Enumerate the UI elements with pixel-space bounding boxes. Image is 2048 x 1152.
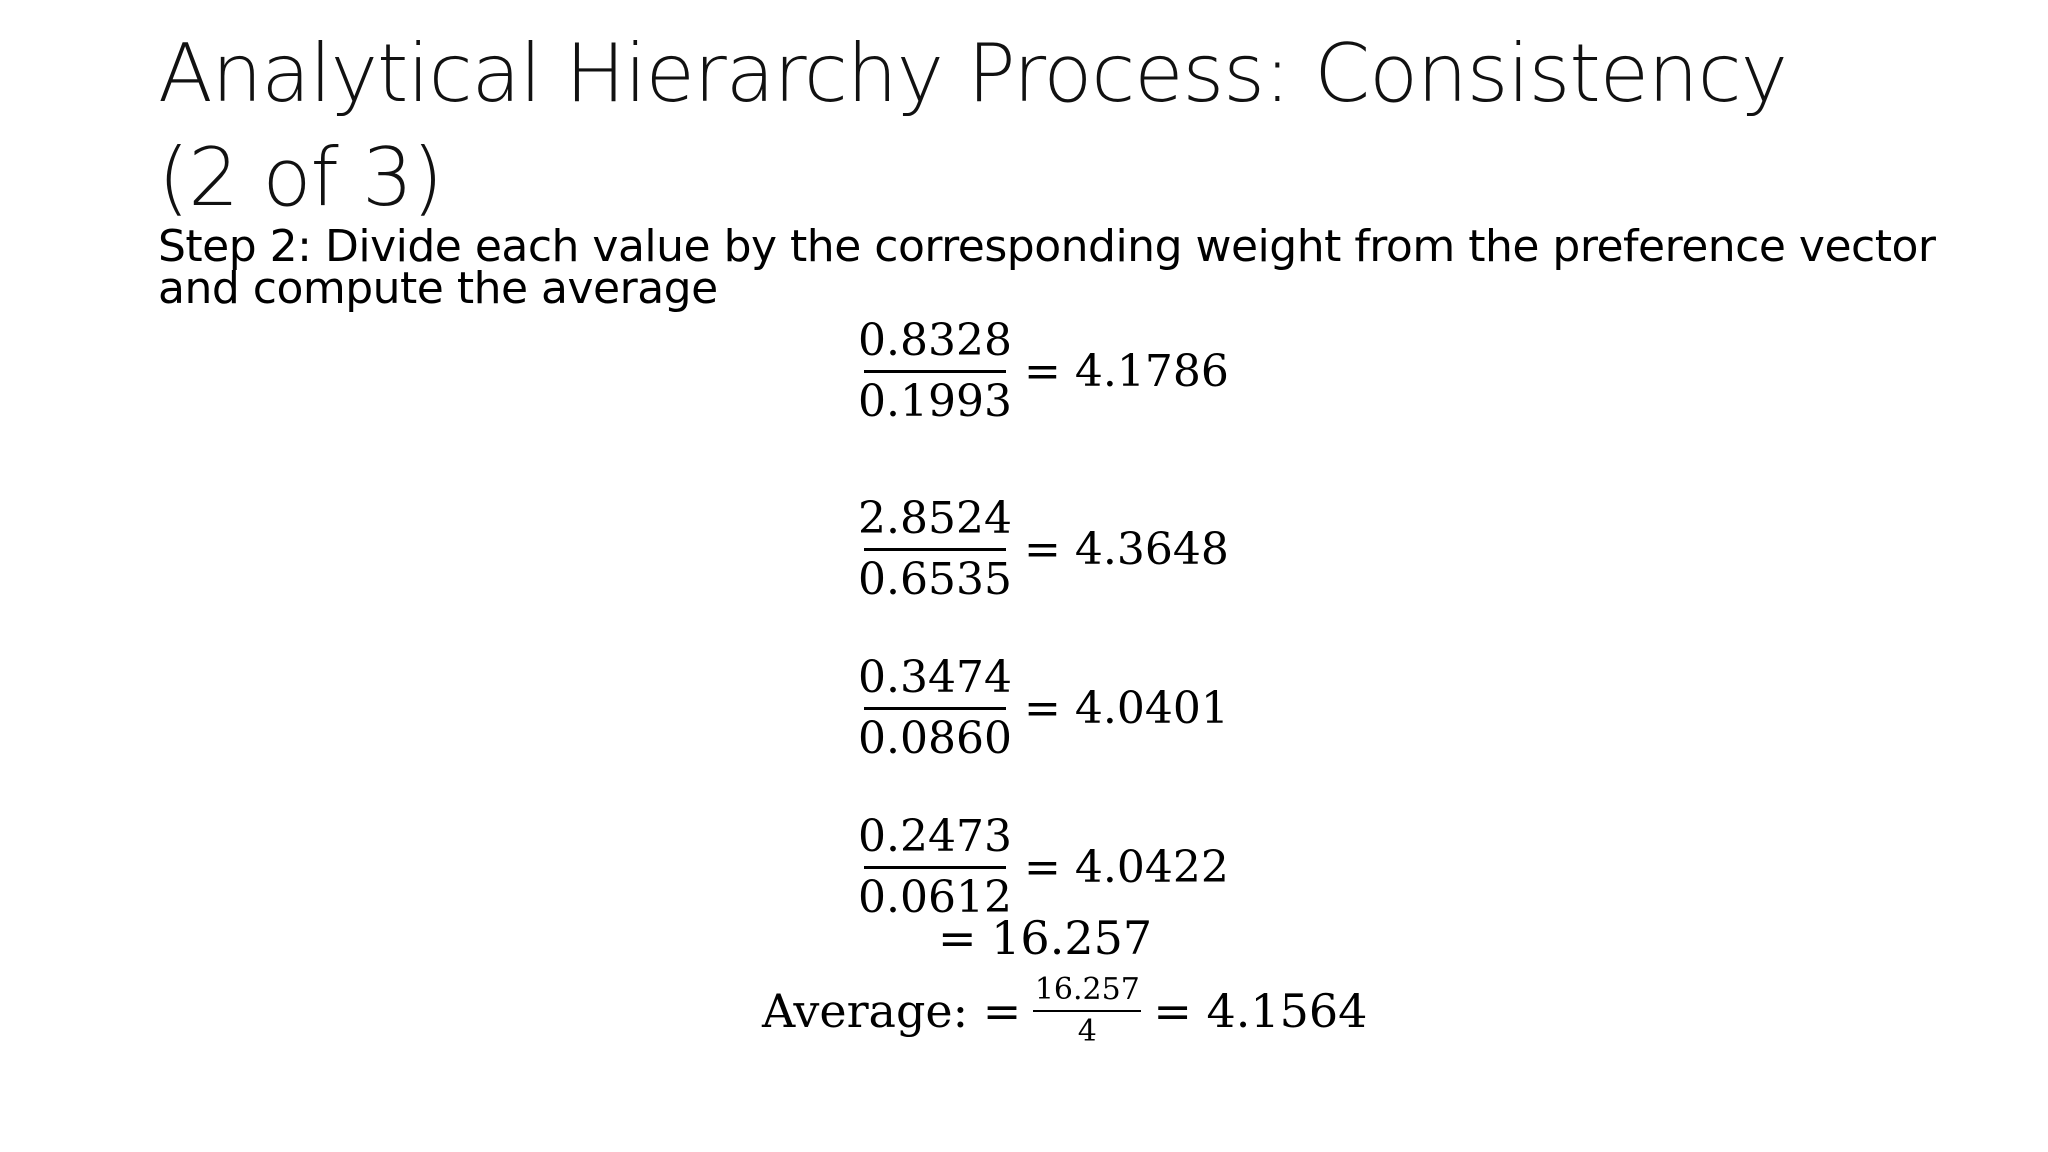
numerator: 0.8328 [858,315,1012,366]
denominator: 0.1993 [858,376,1012,427]
denominator: 0.6535 [858,554,1012,605]
equation-2: 2.8524 0.6535 = 4.3648 [858,490,1229,609]
slide-title-line-1: Analytical Hierarchy Process: Consistenc… [158,27,1788,120]
average-numerator: 16.257 [1034,972,1140,1007]
equation-result: = 4.0422 [1024,842,1229,893]
fraction: 0.3474 0.0860 [858,649,1012,768]
fraction-bar [864,370,1006,373]
fraction-bar [864,866,1006,869]
average-denominator: 4 [1077,1014,1097,1049]
slide-title-line-2: (2 of 3) [158,131,443,224]
denominator: 0.0612 [858,872,1012,923]
fraction: 0.2473 0.0612 [858,808,1012,927]
equation-result: = 4.1786 [1024,346,1229,397]
numerator: 0.3474 [858,652,1012,703]
fraction-bar [864,548,1006,551]
average-equation: Average: = 16.257 4 = 4.1564 [762,970,1367,1052]
numerator: 0.2473 [858,811,1012,862]
step-instruction: Step 2: Divide each value by the corresp… [158,221,1936,314]
fraction-bar [1033,1010,1142,1012]
average-label: Average: = [762,984,1022,1038]
fraction-bar [864,707,1006,710]
equation-4: 0.2473 0.0612 = 4.0422 [858,808,1229,927]
equation-1: 0.8328 0.1993 = 4.1786 [858,312,1229,431]
fraction: 2.8524 0.6535 [858,490,1012,609]
slide-title: Analytical Hierarchy Process: Consistenc… [158,22,1958,230]
equation-result: = 4.3648 [1024,524,1229,575]
equation-result: = 4.0401 [1024,683,1229,734]
numerator: 2.8524 [858,493,1012,544]
equation-3: 0.3474 0.0860 = 4.0401 [858,649,1229,768]
denominator: 0.0860 [858,713,1012,764]
sum-line: = 16.257 [938,911,1153,965]
fraction: 0.8328 0.1993 [858,312,1012,431]
average-fraction: 16.257 4 [1033,970,1142,1052]
average-result: = 4.1564 [1153,984,1368,1038]
